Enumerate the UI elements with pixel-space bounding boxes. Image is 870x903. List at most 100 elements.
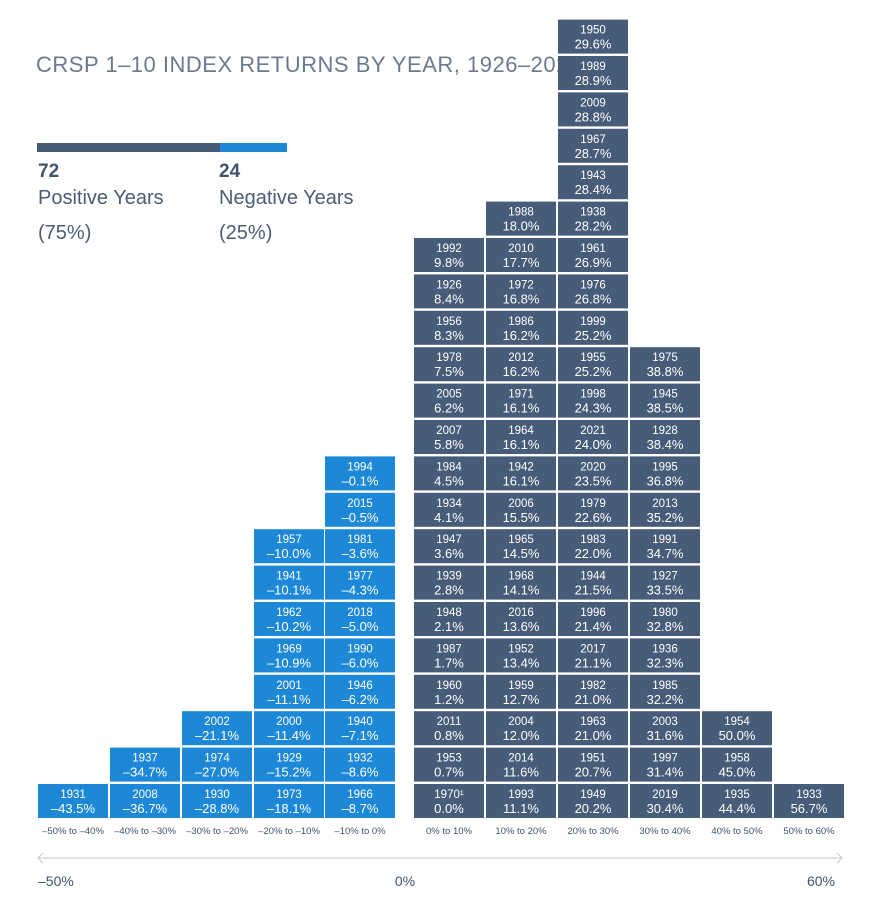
return-value-label: 24.0% bbox=[575, 437, 612, 452]
year-label: 1946 bbox=[347, 680, 373, 692]
year-cell-box bbox=[414, 310, 484, 345]
year-cell-box bbox=[254, 602, 324, 636]
year-cell-box bbox=[558, 711, 628, 746]
positive-years-count: 72 bbox=[38, 161, 60, 182]
year-label: 1931 bbox=[60, 789, 86, 801]
return-value-label: 45.0% bbox=[719, 765, 756, 780]
return-value-label: 2.1% bbox=[434, 619, 464, 634]
return-value-label: 26.9% bbox=[575, 255, 612, 270]
return-value-label: 11.6% bbox=[503, 765, 539, 780]
year-cell-box bbox=[325, 456, 395, 491]
year-label: 2011 bbox=[437, 716, 462, 728]
year-label: 1927 bbox=[652, 571, 678, 583]
year-label: 1951 bbox=[580, 753, 606, 765]
axis-right-arrow-icon bbox=[836, 852, 843, 864]
year-cell-box bbox=[414, 674, 484, 709]
return-value-label: 16.2% bbox=[503, 364, 540, 379]
year-cell-box bbox=[486, 711, 556, 746]
year-cell-box bbox=[486, 383, 556, 418]
return-value-label: 35.2% bbox=[647, 510, 684, 525]
year-label: 1967 bbox=[580, 134, 606, 146]
return-value-label: 7.5% bbox=[434, 364, 464, 379]
year-label: 1937 bbox=[132, 753, 158, 765]
x-axis: –50% 0% 60% bbox=[37, 852, 843, 889]
year-label: 1940 bbox=[347, 716, 373, 728]
year-cell-box bbox=[558, 92, 628, 127]
year-cell-box bbox=[630, 711, 700, 746]
return-value-label: 20.2% bbox=[575, 801, 612, 816]
year-cell-box bbox=[414, 784, 484, 818]
year-cell-box bbox=[630, 784, 700, 818]
year-label: 1943 bbox=[580, 170, 606, 182]
positive-negative-ratio-bar bbox=[37, 143, 287, 152]
return-value-label: 9.8% bbox=[434, 255, 464, 270]
year-cell-box bbox=[558, 565, 628, 600]
year-cell-box bbox=[486, 201, 556, 236]
year-label: 1975 bbox=[652, 352, 678, 364]
return-value-label: 29.6% bbox=[575, 37, 612, 52]
return-value-label: –27.0% bbox=[195, 765, 240, 780]
return-value-label: 28.8% bbox=[575, 109, 612, 124]
year-cell-box bbox=[630, 383, 700, 418]
year-label: 1995 bbox=[652, 461, 678, 473]
year-label: 2001 bbox=[276, 680, 302, 692]
year-cell-1940: 1940–7.1% bbox=[325, 711, 395, 746]
return-value-label: 36.8% bbox=[647, 473, 684, 488]
return-value-label: 32.2% bbox=[647, 692, 684, 707]
return-value-label: –43.5% bbox=[51, 801, 96, 816]
year-cell-box bbox=[414, 456, 484, 491]
return-value-label: 16.8% bbox=[503, 291, 540, 306]
year-label: 1984 bbox=[436, 461, 462, 473]
year-cell-box bbox=[254, 784, 324, 818]
year-cell-box bbox=[254, 529, 324, 564]
year-cell-box bbox=[325, 747, 395, 782]
bin-tick-label: 50% to 60% bbox=[783, 826, 835, 837]
return-value-label: 50.0% bbox=[719, 728, 756, 743]
year-label: 1938 bbox=[580, 207, 606, 219]
year-cell-box bbox=[486, 238, 556, 272]
return-value-label: 0.7% bbox=[434, 765, 464, 780]
return-value-label: 14.5% bbox=[503, 546, 540, 561]
year-cell-box bbox=[702, 784, 772, 818]
return-value-label: 22.6% bbox=[575, 510, 612, 525]
year-label: 1970¹ bbox=[434, 789, 464, 801]
positive-years-percent: (75%) bbox=[38, 222, 92, 244]
year-cell-1977: 1977–4.3% bbox=[325, 565, 395, 600]
year-cell-1969: 1969–10.9% bbox=[254, 638, 324, 673]
year-cell-box bbox=[558, 128, 628, 163]
year-cell-1946: 1946–6.2% bbox=[325, 674, 395, 709]
axis-left-arrow-icon bbox=[37, 852, 44, 864]
return-value-label: –0.5% bbox=[342, 510, 379, 525]
year-cell-box bbox=[558, 492, 628, 527]
bin-tick-label: 0% to 10% bbox=[426, 826, 472, 837]
year-label: 1952 bbox=[508, 643, 534, 655]
year-cell-2018: 2018–5.0% bbox=[325, 602, 395, 636]
return-value-label: 13.6% bbox=[503, 619, 540, 634]
return-value-label: –36.7% bbox=[123, 801, 168, 816]
year-label: 1978 bbox=[436, 352, 462, 364]
year-label: 2007 bbox=[436, 425, 462, 437]
year-cell-box bbox=[486, 310, 556, 345]
year-cell-box bbox=[630, 492, 700, 527]
year-label: 1972 bbox=[508, 279, 534, 291]
year-cell-box bbox=[630, 347, 700, 382]
year-cell-box bbox=[110, 784, 180, 818]
year-cell-box bbox=[702, 747, 772, 782]
year-label: 1994 bbox=[347, 461, 373, 473]
year-cell-box bbox=[414, 420, 484, 454]
